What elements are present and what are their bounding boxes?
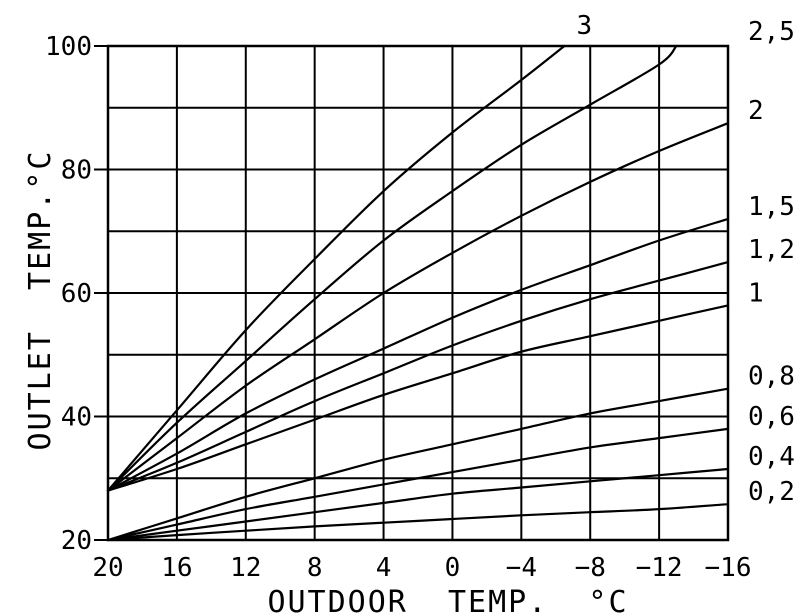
- x-tick-label: 12: [230, 553, 261, 583]
- curve-label: 3: [577, 11, 593, 41]
- curve-label: 1: [748, 278, 764, 308]
- y-tick-label: 40: [61, 403, 92, 433]
- y-axis-ticks: 20 40 60 80 100: [45, 32, 108, 556]
- curve-label: 1,5: [748, 192, 795, 222]
- curves: [106, 44, 730, 542]
- curve-label: 1,2: [748, 235, 795, 265]
- curve-label: 0,8: [748, 362, 795, 392]
- y-tick-label: 60: [61, 279, 92, 309]
- curve-1-5: [106, 217, 730, 492]
- y-axis-title: OUTLET TEMP.°C: [23, 150, 58, 451]
- x-tick-label: 0: [445, 553, 461, 583]
- x-tick-label: 16: [161, 553, 192, 583]
- x-tick-label: 8: [307, 553, 323, 583]
- curve-0-8: [106, 387, 730, 542]
- curve-3: [106, 44, 566, 492]
- x-tick-label: −12: [636, 553, 683, 583]
- grid: [108, 46, 728, 540]
- x-axis-ticks: 20 16 12 8 4 0 −4 −8 −12 −16: [92, 553, 751, 583]
- y-tick-label: 80: [61, 156, 92, 186]
- curve-0-2: [106, 503, 730, 542]
- curve-label: 2: [748, 96, 764, 126]
- x-axis-title: OUTDOOR TEMP. °C: [267, 585, 628, 616]
- curve-0-6: [106, 427, 730, 542]
- curve-2-5: [106, 44, 678, 492]
- curve-label: 0,4: [748, 442, 795, 472]
- curve-0-4: [106, 467, 730, 542]
- curve-label: 0,6: [748, 402, 795, 432]
- x-tick-label: 4: [376, 553, 392, 583]
- x-tick-label: −4: [506, 553, 537, 583]
- x-tick-label: −16: [705, 553, 752, 583]
- y-tick-label: 20: [61, 526, 92, 556]
- x-tick-label: −8: [575, 553, 606, 583]
- curve-1-2: [106, 261, 730, 492]
- curve-1: [106, 304, 730, 492]
- curve-label: 2,5: [748, 17, 795, 47]
- x-tick-label: 20: [92, 553, 123, 583]
- curve-2: [106, 122, 730, 492]
- curve-label: 0,2: [748, 477, 795, 507]
- curve-labels: 3 2,5 2 1,5 1,2 1 0,8 0,6 0,4 0,2: [577, 11, 795, 507]
- y-tick-label: 100: [45, 32, 92, 62]
